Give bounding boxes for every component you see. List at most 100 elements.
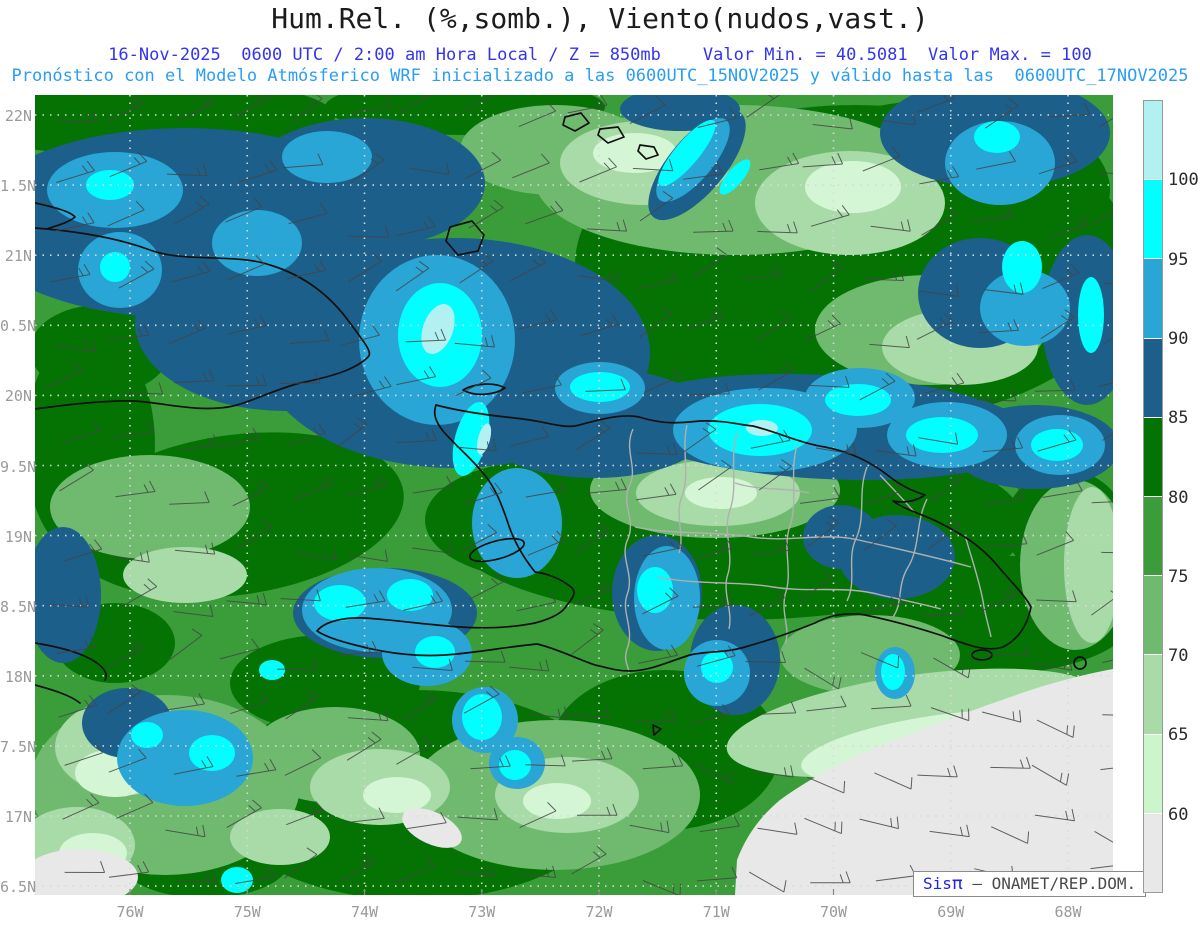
wind-barb <box>395 260 430 292</box>
wind-barb <box>567 95 608 114</box>
wind-barb <box>757 221 798 234</box>
wind-barb <box>527 530 566 556</box>
colorbar-tick-label: 75 <box>1168 566 1189 587</box>
wind-barb <box>233 95 270 118</box>
wind-barb <box>226 374 267 387</box>
wind-barb <box>463 482 503 505</box>
wind-barb <box>576 420 611 451</box>
wind-barb <box>349 225 390 238</box>
wind-barb <box>869 335 910 349</box>
wind-barb <box>351 95 392 114</box>
wind-barb <box>698 459 732 491</box>
wind-barb <box>804 817 843 835</box>
lat-tick-label: 9.5N <box>0 457 37 476</box>
great-inagua-island <box>445 220 485 256</box>
wind-barb <box>56 160 95 183</box>
wind-barb <box>227 255 265 281</box>
wind-barb <box>463 685 500 714</box>
colorbar-segment-100+ <box>1144 101 1162 180</box>
chart-subtitle-model: Pronóstico con el Modelo Atmósferico WRF… <box>11 66 1189 86</box>
wind-barb <box>692 594 734 608</box>
wind-barb <box>108 861 150 878</box>
wind-barb <box>860 652 900 669</box>
wind-barb <box>516 591 557 612</box>
wind-barb <box>1101 433 1113 441</box>
wind-barb <box>512 153 550 179</box>
colorbar-segment-70-75 <box>1144 575 1162 655</box>
wind-barb <box>862 146 901 172</box>
wind-barb <box>809 375 850 388</box>
cuba-coastline <box>35 227 371 410</box>
beata-island <box>652 724 662 736</box>
colorbar-segment-90-95 <box>1144 258 1162 338</box>
wind-barb <box>115 480 156 498</box>
wind-barb <box>116 793 154 819</box>
wind-barb <box>979 586 1017 612</box>
wind-barb <box>121 578 158 607</box>
wind-barb <box>634 709 676 722</box>
wind-barb <box>571 623 604 655</box>
wind-barb <box>50 263 91 283</box>
wind-barb <box>227 315 267 335</box>
wind-barb <box>930 707 970 722</box>
colorbar-tick-label: 100 <box>1168 170 1199 191</box>
wind-barb <box>573 580 611 606</box>
wind-barb <box>412 658 453 671</box>
wind-barb <box>402 691 438 721</box>
lat-tick-label: 22N <box>4 107 32 125</box>
colorbar-segment-85-90 <box>1144 337 1162 417</box>
wind-barb <box>984 98 1019 129</box>
wind-barb <box>518 309 558 330</box>
wind-barb <box>174 542 216 555</box>
chart-subtitle-validtime: 16-Nov-2025 0600 UTC / 2:00 am Hora Loca… <box>0 45 1200 65</box>
wind-barb <box>509 253 547 282</box>
wind-barb <box>804 667 842 690</box>
wind-barb <box>1035 379 1076 392</box>
attribution-box: Sisπ – ONAMET/REP.DOM. <box>913 871 1147 897</box>
wind-barb <box>990 826 1030 844</box>
lon-tick-label: 68W <box>1054 903 1082 921</box>
chart-title: Hum.Rel. (%,somb.), Viento(nudos,vast.) <box>271 2 929 35</box>
wind-barb <box>696 645 736 667</box>
wind-barb <box>230 691 269 715</box>
wind-barb <box>689 703 730 724</box>
wind-barb <box>169 628 203 660</box>
wind-barb <box>396 736 432 765</box>
hispaniola-coastline <box>316 404 1032 672</box>
wind-barb <box>56 110 98 123</box>
wind-barb <box>279 371 321 384</box>
wind-barb <box>235 866 276 884</box>
wind-barb <box>1040 309 1075 340</box>
wind-barb <box>236 759 277 777</box>
wind-barb <box>812 117 853 130</box>
wind-barb <box>464 151 502 180</box>
wind-barb <box>347 549 388 562</box>
cuba-bay <box>35 202 76 230</box>
wind-barb <box>919 165 960 185</box>
wind-barb <box>757 822 798 835</box>
wind-barb <box>109 550 150 563</box>
wind-barb <box>684 306 723 331</box>
wind-barb <box>287 423 327 446</box>
wind-barb <box>1036 590 1077 603</box>
wind-barb <box>286 800 324 826</box>
attribution-text: – ONAMET/REP.DOM. <box>962 874 1137 893</box>
wind-barb <box>919 284 960 297</box>
lon-tick-label: 73W <box>468 903 496 921</box>
lon-tick-label: 71W <box>702 903 730 921</box>
wind-barb <box>345 590 386 608</box>
wind-barb <box>917 95 955 113</box>
wind-barb <box>579 157 617 183</box>
wind-barb <box>470 755 511 770</box>
colorbar <box>1143 100 1163 893</box>
wind-barb <box>874 772 913 790</box>
wind-barb <box>468 199 504 229</box>
wind-barb <box>916 312 954 340</box>
wind-barb <box>973 205 1014 222</box>
wind-barb <box>636 442 678 455</box>
wind-barb <box>925 372 965 394</box>
lat-tick-label: 18N <box>4 667 32 686</box>
wind-barb <box>976 389 1017 402</box>
wind-barb <box>107 200 145 227</box>
wind-barb <box>809 260 843 292</box>
